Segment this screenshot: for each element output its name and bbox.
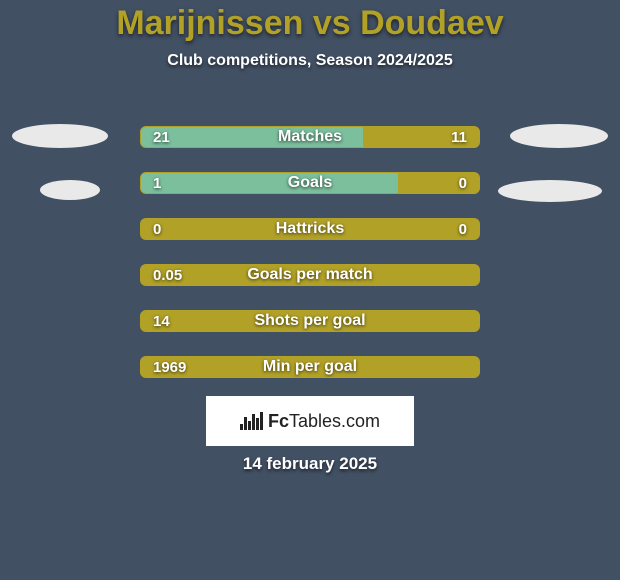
comparison-infographic: Marijnissen vs Doudaev Club competitions…	[0, 0, 620, 580]
stat-value-left: 14	[141, 311, 182, 331]
stat-value-left: 1	[141, 173, 173, 193]
logo-text-bold: Fc	[268, 411, 289, 431]
subtitle: Club competitions, Season 2024/2025	[0, 52, 620, 70]
fctables-logo: FcTables.com	[206, 396, 414, 446]
stat-label: Shots per goal	[141, 311, 479, 331]
stat-value-left: 0	[141, 219, 173, 239]
stat-row: Hattricks0 0	[140, 218, 480, 240]
stat-value-right: 0	[447, 173, 479, 193]
player2-team-placeholder	[498, 180, 602, 202]
logo-text: FcTables.com	[268, 411, 380, 432]
stat-value-right: 0	[447, 219, 479, 239]
stat-label: Hattricks	[141, 219, 479, 239]
stat-row: Matches21 11	[140, 126, 480, 148]
stat-value-right	[455, 265, 479, 285]
player1-avatar-placeholder	[12, 124, 108, 148]
stat-value-right	[455, 357, 479, 377]
stat-label: Goals	[141, 173, 479, 193]
stat-row: Goals1 0	[140, 172, 480, 194]
logo-bars-icon	[240, 412, 262, 430]
stat-value-left: 1969	[141, 357, 198, 377]
stat-value-left: 0.05	[141, 265, 194, 285]
stat-label: Matches	[141, 127, 479, 147]
page-title: Marijnissen vs Doudaev	[0, 0, 620, 40]
stat-row: Shots per goal14	[140, 310, 480, 332]
player2-avatar-placeholder	[510, 124, 608, 148]
stat-value-right: 11	[439, 127, 479, 147]
logo-text-rest: Tables.com	[289, 411, 380, 431]
stat-row: Min per goal1969	[140, 356, 480, 378]
player1-team-placeholder	[40, 180, 100, 200]
stat-value-left: 21	[141, 127, 182, 147]
stat-row: Goals per match0.05	[140, 264, 480, 286]
date-label: 14 february 2025	[0, 454, 620, 474]
stat-value-right	[455, 311, 479, 331]
